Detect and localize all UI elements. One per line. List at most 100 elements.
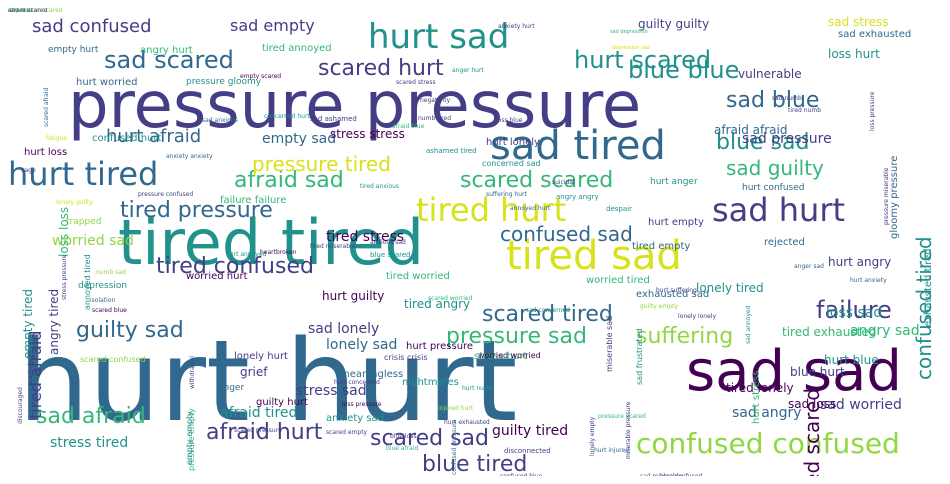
- cloud-word: hurt guilty: [322, 289, 385, 303]
- cloud-word: scared worried: [428, 295, 473, 302]
- cloud-word: scared blue: [92, 307, 127, 314]
- cloud-word: guilty sad: [76, 318, 184, 343]
- cloud-word: tired numb: [788, 107, 822, 114]
- cloud-word: lonely hurt: [234, 351, 288, 362]
- cloud-word: scared afraid: [43, 87, 50, 127]
- cloud-word: anger: [218, 383, 245, 393]
- cloud-word: suffering: [636, 324, 734, 349]
- cloud-word: hurt sad: [368, 17, 510, 57]
- cloud-word: pressure tired: [252, 152, 391, 176]
- cloud-word: empty empty: [185, 411, 194, 465]
- cloud-word: sad anxious: [202, 117, 238, 124]
- cloud-word: blue scared: [370, 251, 411, 259]
- cloud-word: scared empty: [326, 429, 368, 436]
- cloud-word: empty sad: [262, 131, 337, 147]
- cloud-word: discouraged: [17, 387, 24, 424]
- cloud-word: anxiety sad: [326, 413, 385, 424]
- cloud-word: tired pressure: [120, 198, 273, 223]
- cloud-word: loss loss: [57, 206, 71, 257]
- cloud-word: sad confused: [32, 16, 152, 37]
- cloud-word: lonely lonely: [678, 313, 717, 320]
- cloud-word: pressure scared: [598, 413, 646, 420]
- cloud-word: stress tired: [50, 435, 129, 451]
- cloud-word: anxiety anxiety: [166, 153, 213, 160]
- cloud-word: vulnerable: [738, 67, 802, 81]
- cloud-word: blue sad: [716, 130, 810, 155]
- cloud-word: heartbroken: [260, 249, 297, 256]
- cloud-word: tired anxious: [360, 183, 400, 190]
- cloud-word: exhausted sad: [636, 289, 710, 300]
- cloud-word: rage: [22, 167, 36, 174]
- cloud-word: guilty tired: [492, 423, 569, 439]
- cloud-word: hurt suffering: [656, 287, 697, 294]
- cloud-word: worried worried: [478, 351, 541, 360]
- cloud-word: exhausted tired: [923, 248, 934, 327]
- cloud-word: crisis crisis: [384, 353, 428, 362]
- cloud-word: disconnected: [504, 447, 551, 455]
- cloud-word: confused sad: [500, 222, 633, 246]
- cloud-word: tired annoyed: [262, 43, 332, 54]
- cloud-word: confused blue: [500, 474, 542, 477]
- cloud-word: failure failure: [220, 195, 287, 206]
- cloud-word: sad exhausted: [838, 29, 912, 40]
- cloud-word: tired hurt: [416, 191, 567, 229]
- cloud-word: hurt scared: [574, 46, 712, 74]
- cloud-word: lonely guilty: [56, 199, 93, 206]
- cloud-word: concerned sad: [482, 159, 541, 168]
- cloud-word: ashamed tired: [426, 147, 477, 155]
- cloud-word: hurt tired: [8, 155, 159, 193]
- cloud-word: sad loss: [788, 397, 837, 411]
- cloud-word: anxious sad: [370, 239, 406, 246]
- cloud-word: guilty hurt: [256, 397, 308, 408]
- cloud-word: depression scared: [8, 8, 63, 14]
- cloud-word: sad stress: [828, 15, 889, 29]
- cloud-word: nightmares: [402, 377, 459, 388]
- cloud-word: blue afraid: [386, 445, 419, 452]
- cloud-word: confused confused: [636, 427, 900, 460]
- cloud-word: blue blue: [628, 56, 740, 84]
- cloud-word: pressure gloomy: [186, 77, 262, 87]
- word-cloud-canvas: hurt hurt pressure pressure tired tired sad…: [8, 8, 942, 476]
- cloud-word: injured hurt: [438, 405, 474, 412]
- cloud-word: isolation: [90, 297, 116, 304]
- cloud-word: stress stress: [330, 127, 405, 141]
- cloud-word: sad sad: [686, 339, 902, 404]
- cloud-word: hurt anxiety: [850, 277, 887, 284]
- cloud-word: guilty empty: [640, 303, 679, 310]
- cloud-word: meaningless: [340, 369, 404, 380]
- cloud-word: tired stress: [326, 229, 405, 245]
- cloud-word: anger hurt: [452, 67, 484, 74]
- cloud-word: hurt lonely: [486, 137, 540, 148]
- cloud-word: tired scared: [800, 388, 824, 476]
- cloud-word: hurt confused: [742, 183, 805, 193]
- cloud-word: hurt worried: [76, 77, 138, 88]
- cloud-word: scared tired: [482, 302, 613, 327]
- cloud-word: guilty guilty: [638, 17, 710, 31]
- cloud-word: hurt loss: [24, 147, 68, 158]
- cloud-word: hurt blue: [824, 353, 879, 367]
- cloud-word: hurt hurt: [18, 317, 518, 447]
- cloud-word: depression: [78, 281, 128, 291]
- cloud-word: suicidal: [552, 179, 575, 186]
- cloud-word: scared scared: [460, 168, 614, 193]
- cloud-word: scared sad: [370, 426, 490, 451]
- cloud-word: fatigue: [46, 135, 68, 142]
- cloud-word: tired empty: [632, 241, 691, 252]
- cloud-word: confused hurt: [92, 133, 162, 144]
- cloud-word: afraid sad: [234, 168, 344, 193]
- cloud-word: afraid hurt: [206, 420, 323, 445]
- cloud-word: hurt exhausted: [444, 419, 490, 426]
- cloud-word: hurt annoyed: [226, 251, 267, 258]
- cloud-word: tired tired: [118, 206, 425, 279]
- cloud-word: afraid afraid: [714, 123, 788, 137]
- cloud-word: scared stress: [396, 79, 436, 86]
- cloud-word: tired exhausted: [782, 325, 877, 339]
- cloud-word: tired sad: [506, 233, 682, 279]
- cloud-word: tired angry: [404, 297, 471, 311]
- cloud-word: stress pressure: [61, 254, 68, 300]
- cloud-word: worried sad: [27, 350, 34, 386]
- cloud-word: hurt afraid: [106, 126, 202, 147]
- cloud-word: negativity: [420, 97, 451, 104]
- cloud-word: loss sad: [826, 305, 883, 321]
- cloud-word: sad miserable: [640, 474, 682, 477]
